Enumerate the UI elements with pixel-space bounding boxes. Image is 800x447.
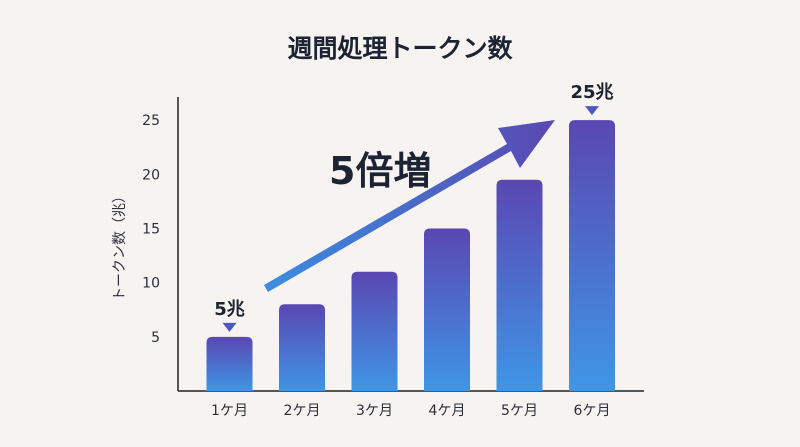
x-tick-label: 1ケ月 — [211, 403, 248, 419]
x-tick-label: 6ケ月 — [574, 403, 611, 419]
x-tick-label: 3ケ月 — [356, 403, 393, 419]
callout-marker-icon — [222, 322, 237, 332]
y-tick-label: 10 — [142, 276, 160, 292]
growth-arrow — [264, 120, 555, 292]
x-tick-label: 4ケ月 — [429, 403, 466, 419]
bar — [569, 120, 615, 391]
bar — [496, 179, 543, 391]
bar — [424, 228, 470, 391]
chart-title: 週間処理トークン数 — [287, 34, 513, 63]
x-tick-label: 5ケ月 — [501, 403, 538, 419]
bar — [206, 336, 253, 391]
callout-label: 25兆 — [570, 82, 613, 103]
y-tick-label: 15 — [142, 221, 160, 237]
y-tick-label: 20 — [142, 167, 160, 183]
y-tick-label: 5 — [151, 330, 160, 346]
bar — [351, 271, 398, 391]
y-tick-label: 25 — [142, 113, 160, 129]
bar — [279, 304, 325, 391]
growth-label: 5倍増 — [329, 149, 431, 193]
x-tick-label: 2ケ月 — [284, 403, 321, 419]
callout-label: 5兆 — [214, 299, 245, 320]
y-axis-label: トークン数（兆） — [112, 189, 128, 301]
callout-marker-icon — [585, 106, 599, 116]
